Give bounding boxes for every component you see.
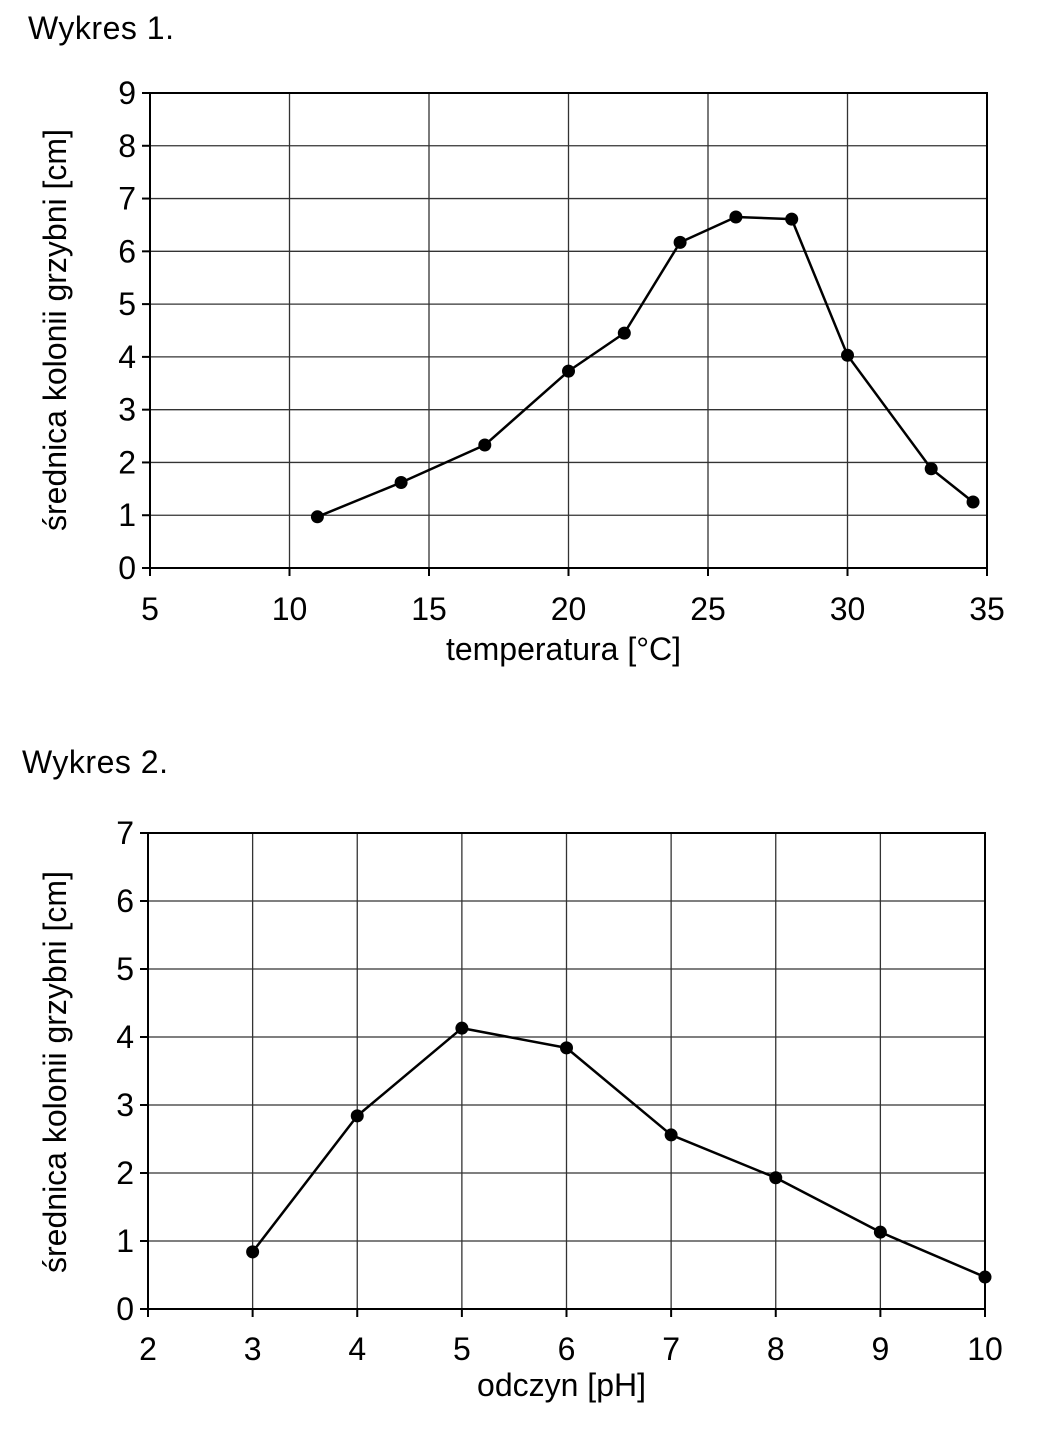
chart-2-y-tick-label: 0 <box>116 1291 134 1327</box>
chart-2-x-tick-label: 6 <box>558 1331 576 1367</box>
chart-1-y-axis-label: średnica kolonii grzybni [cm] <box>37 129 73 531</box>
chart-2-data-point <box>978 1270 992 1284</box>
chart-1-data-point <box>966 495 980 509</box>
chart-1-x-tick-label: 10 <box>272 591 308 627</box>
chart-2-x-tick-label: 10 <box>967 1331 1003 1367</box>
chart-1-data-point <box>394 476 408 489</box>
chart-1-data-point <box>478 438 492 452</box>
chart-2-data-point <box>455 1021 469 1035</box>
chart-2-x-tick-label: 9 <box>871 1331 889 1367</box>
chart-2-y-axis-label: średnica kolonii grzybni [cm] <box>37 871 73 1273</box>
chart-1-title: Wykres 1. <box>28 10 175 46</box>
chart-1-x-tick-label: 20 <box>551 591 587 627</box>
chart-2-x-tick-label: 5 <box>453 1331 471 1367</box>
chart-1-y-tick-label: 8 <box>118 128 136 164</box>
chart-2-x-tick-label: 2 <box>139 1331 157 1367</box>
chart-2-x-tick-label: 3 <box>244 1331 262 1367</box>
chart-2-grid <box>147 832 986 1310</box>
chart-1-y-tick-label: 7 <box>118 181 136 217</box>
chart-1: 5 10 15 20 25 30 35 0 1 2 3 4 5 6 7 8 9 temperatura [°C] ś… <box>37 75 1005 667</box>
chart-2-x-tick-label: 7 <box>662 1331 680 1367</box>
chart-2-data-point <box>560 1041 573 1055</box>
chart-1-data-point <box>310 510 324 524</box>
chart-1-x-tick-label: 35 <box>969 591 1005 627</box>
chart-2-y-tick-label: 6 <box>116 883 134 919</box>
chart-1-data-point <box>785 212 799 226</box>
chart-1-x-tick-label: 30 <box>830 591 866 627</box>
chart-1-y-tick-label: 9 <box>118 75 136 111</box>
chart-1-y-tick-label: 3 <box>118 392 136 428</box>
chart-1-x-axis-label: temperatura [°C] <box>446 631 681 667</box>
chart-2-x-tick-label: 8 <box>767 1331 785 1367</box>
chart-2-data-point <box>350 1109 364 1123</box>
chart-2-y-tick-label: 4 <box>116 1019 134 1055</box>
chart-1-x-tick-label: 5 <box>141 591 159 627</box>
chart-1-data-point <box>924 462 938 476</box>
chart-2-y-tick-label: 5 <box>116 951 134 987</box>
chart-2-series-line <box>251 1026 986 1279</box>
chart-1-y-tick-label: 0 <box>118 550 136 586</box>
chart-2-x-tick-label: 4 <box>348 1331 366 1367</box>
chart-1-y-tick-label: 5 <box>118 286 136 322</box>
chart-2-title: Wykres 2. <box>22 744 169 780</box>
chart-1-y-tick-label: 2 <box>118 444 136 480</box>
chart-1-data-point <box>729 210 743 224</box>
chart-1-x-tick-label: 25 <box>690 591 726 627</box>
chart-1-y-tick-label: 1 <box>118 497 136 533</box>
chart-1-data-point <box>673 235 687 249</box>
chart-2-data-point <box>246 1245 260 1259</box>
chart-2-data-point <box>769 1171 783 1185</box>
chart-1-data-point <box>617 326 631 340</box>
chart-2-y-tick-label: 7 <box>116 815 134 851</box>
chart-1-data-point <box>841 348 854 362</box>
chart-2-data-point <box>664 1128 678 1142</box>
chart-1-y-tick-label: 6 <box>118 233 136 269</box>
chart-2-data-point <box>873 1225 887 1239</box>
chart-1-data-point <box>562 364 575 378</box>
chart-2-x-axis-label: odczyn [pH] <box>477 1367 646 1403</box>
chart-1-x-tick-label: 15 <box>411 591 447 627</box>
chart-1-y-tick-label: 4 <box>118 339 136 375</box>
chart-2-y-tick-label: 3 <box>116 1087 134 1123</box>
chart-2-y-tick-label: 2 <box>116 1155 134 1191</box>
chart-2-y-tick-label: 1 <box>116 1223 134 1259</box>
